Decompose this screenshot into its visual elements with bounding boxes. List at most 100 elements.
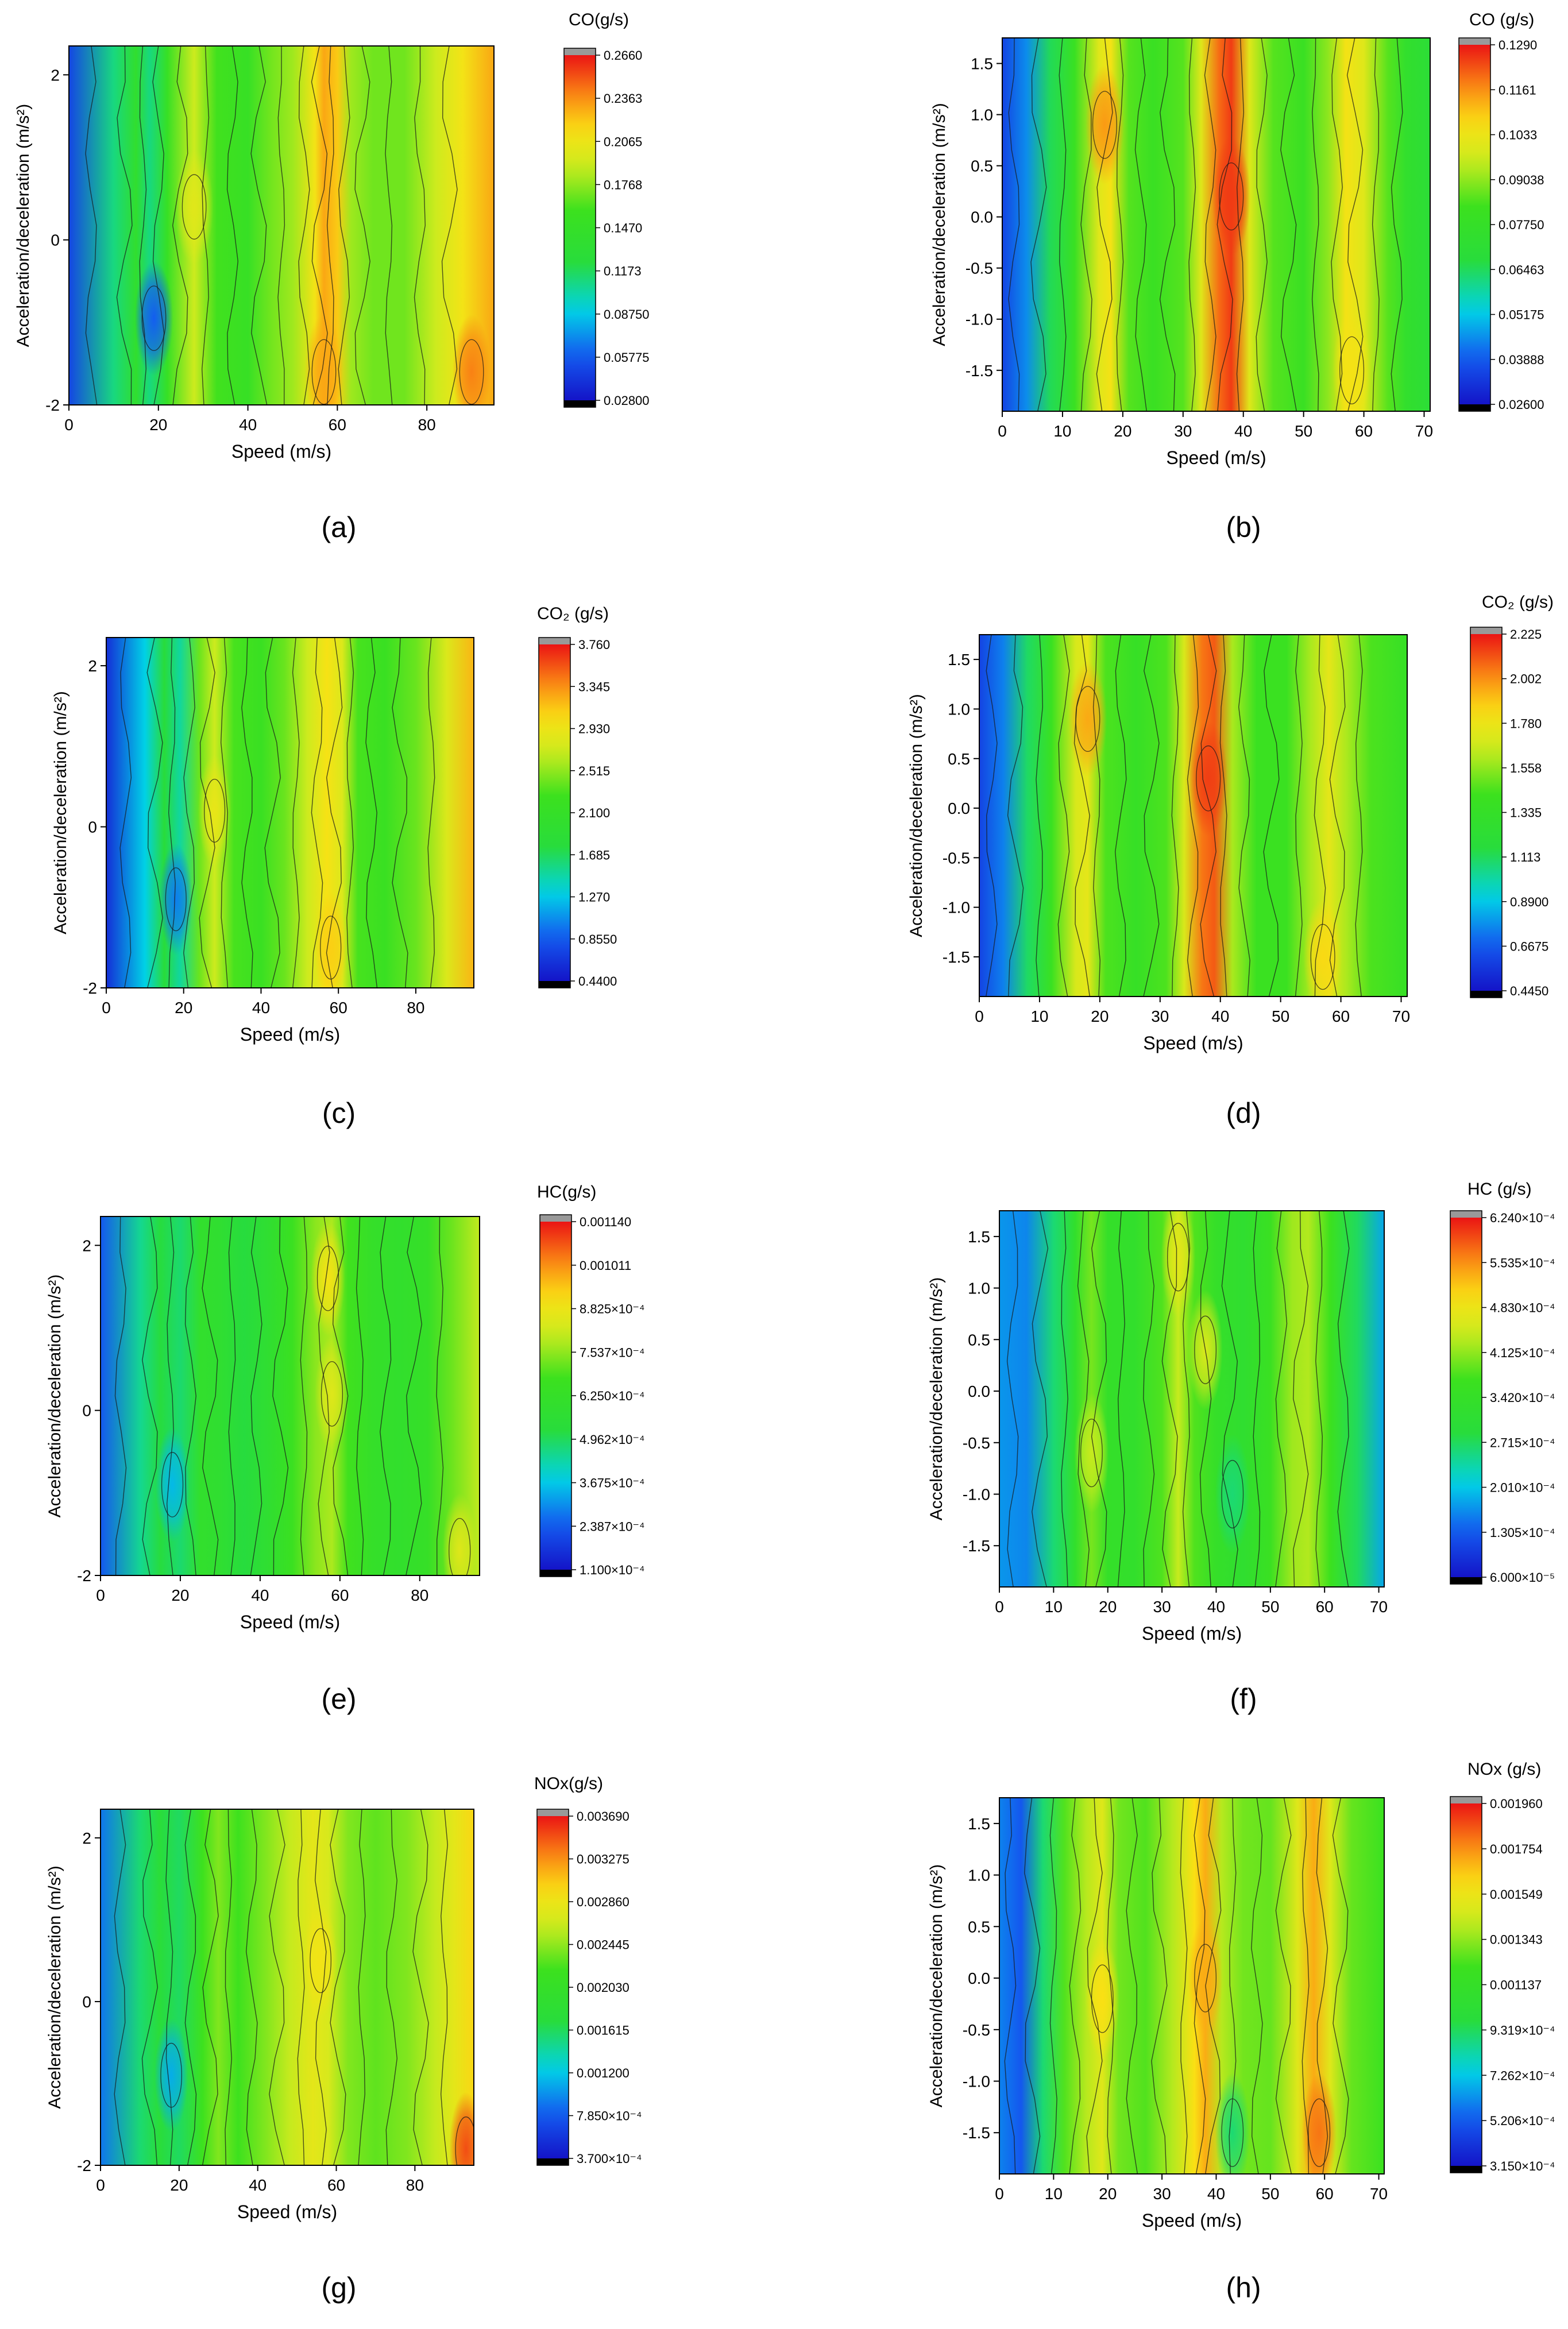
- contour-line: [1194, 1798, 1206, 2174]
- contour-line: [441, 46, 458, 405]
- colorbar-under-cap: [1459, 404, 1490, 411]
- y-tick-label: 2: [82, 1237, 91, 1254]
- contour-line: [1114, 635, 1127, 997]
- y-tick-label: 1.0: [968, 1867, 990, 1884]
- heatmap-hotspot: [1068, 661, 1107, 777]
- colorbar-tick-label: 0.02600: [1499, 397, 1544, 412]
- colorbar-title: CO₂ (g/s): [1482, 593, 1554, 612]
- x-tick-label: 80: [407, 999, 424, 1017]
- contour-line: [311, 46, 328, 405]
- panel-label: (d): [1226, 1097, 1261, 1129]
- panel-label: (f): [1230, 1683, 1257, 1715]
- colorbar-tick-label: 4.125×10⁻⁴: [1490, 1346, 1555, 1360]
- x-axis: 0 10 20 30 40 50 60 70 Speed (m/s): [995, 2174, 1388, 2231]
- colorbar-tick-label: 0.001011: [580, 1258, 631, 1273]
- x-tick-label: 20: [1114, 422, 1131, 440]
- x-tick-label: 40: [1207, 1598, 1225, 1616]
- heatmap-hotspot: [442, 1493, 477, 1575]
- colorbar: 6.240×10⁻⁴ 5.535×10⁻⁴ 4.830×10⁻⁴ 4.125×10⁻⁴…: [1450, 1180, 1555, 1585]
- contour-line: [1238, 635, 1250, 997]
- x-axis: 0 20 40 60 80 Speed (m/s): [96, 2165, 424, 2222]
- contour-line: [412, 1809, 429, 2165]
- y-tick-label: 1.0: [968, 1280, 990, 1297]
- contour-line: [297, 1809, 305, 2165]
- contour-line: [1091, 1211, 1107, 1587]
- y-tick-label: 0.5: [968, 1331, 990, 1349]
- y-axis: -2 0 2 Acceleration/deceleration (m/s²): [51, 657, 106, 997]
- x-tick-label: 30: [1151, 1007, 1169, 1025]
- contour-line: [1280, 38, 1297, 411]
- contour-line: [1030, 38, 1047, 411]
- contour-line: [1205, 1798, 1222, 2174]
- contour-loop: [160, 2042, 183, 2108]
- heatmap-field: [979, 635, 1407, 997]
- x-tick-label: 60: [1355, 422, 1373, 440]
- contour-line: [1295, 635, 1303, 997]
- contour-loop: [1080, 1419, 1103, 1488]
- y-tick-label: 0: [82, 1402, 91, 1420]
- colorbar-tick-label: 0.2363: [604, 91, 642, 106]
- heatmap-field: [69, 46, 494, 405]
- colorbar-over-cap: [537, 1809, 569, 1816]
- contour-line: [1219, 635, 1227, 997]
- colorbar: 0.003690 0.003275 0.002860 0.002445 0.002030…: [534, 1774, 642, 2166]
- x-tick-label: 30: [1174, 422, 1192, 440]
- colorbar-tick-label: 2.225: [1510, 627, 1542, 642]
- contour-line: [1007, 635, 1024, 997]
- contour-line: [298, 46, 310, 405]
- plot-frame: [979, 634, 1408, 997]
- colorbar-tick-label: 3.420×10⁻⁴: [1490, 1391, 1555, 1405]
- contour-line: [1316, 1798, 1328, 2174]
- contour-line: [139, 46, 147, 405]
- colorbar-tick-label: 7.537×10⁻⁴: [580, 1345, 644, 1359]
- colorbar-over-cap: [540, 1215, 571, 1222]
- colorbar-tick-label: 0.002030: [577, 1980, 629, 1995]
- contour-line: [1143, 635, 1160, 997]
- contour-loop: [1092, 91, 1117, 159]
- contour-line: [1143, 1211, 1155, 1587]
- heatmap-hotspot: [175, 149, 214, 265]
- contour-line: [245, 1809, 258, 2165]
- y-tick-label: 2: [88, 657, 97, 675]
- colorbar-tick-label: 0.06463: [1499, 262, 1544, 277]
- x-tick-label: 30: [1153, 2185, 1171, 2203]
- contour-line: [1329, 635, 1346, 997]
- colorbar-tick-label: 0.1768: [604, 177, 642, 192]
- colorbar-tick-label: 2.515: [578, 764, 610, 778]
- colorbar-tick-label: 0.002860: [577, 1895, 629, 1909]
- contour-loop: [181, 174, 207, 240]
- contour-loop: [455, 2116, 474, 2165]
- colorbar-tick-label: 6.240×10⁻⁴: [1490, 1211, 1555, 1225]
- y-axis: -2 0 2 Acceleration/deceleration (m/s²): [14, 66, 69, 414]
- contour-line: [414, 46, 426, 405]
- contour-line: [184, 1216, 197, 1575]
- colorbar-over-cap: [539, 638, 570, 644]
- colorbar-tick-label: 0.1033: [1499, 128, 1537, 142]
- x-tick-label: 60: [327, 2176, 345, 2194]
- contour-line: [220, 638, 229, 988]
- contour-line: [1032, 1211, 1049, 1587]
- y-tick-label: 0.0: [968, 1969, 990, 1987]
- y-tick-label: 0: [88, 818, 97, 836]
- colorbar-tick-label: 0.003690: [577, 1809, 629, 1824]
- y-tick-label: 1.0: [971, 106, 993, 124]
- contour-line: [1204, 38, 1216, 411]
- x-axis: 0 20 40 60 80 Speed (m/s): [96, 1575, 428, 1632]
- y-tick-label: 1.5: [971, 55, 993, 73]
- contour-line: [269, 1809, 285, 2165]
- y-tick-label: 0: [51, 231, 60, 249]
- contour-line: [85, 46, 98, 405]
- contour-line: [1236, 38, 1245, 411]
- colorbar-tick-label: 0.001960: [1490, 1797, 1543, 1811]
- contour-line: [199, 638, 215, 988]
- y-tick-label: 0.5: [971, 157, 993, 175]
- contour-line: [1292, 1211, 1309, 1587]
- colorbar-tick-label: 5.206×10⁻⁴: [1490, 2114, 1555, 2128]
- colorbar-title: NOx (g/s): [1467, 1760, 1541, 1779]
- x-tick-label: 0: [998, 422, 1007, 440]
- contour-line: [201, 46, 210, 405]
- contour-line: [1024, 1798, 1041, 2174]
- colorbar-tick-label: 0.4450: [1510, 984, 1548, 998]
